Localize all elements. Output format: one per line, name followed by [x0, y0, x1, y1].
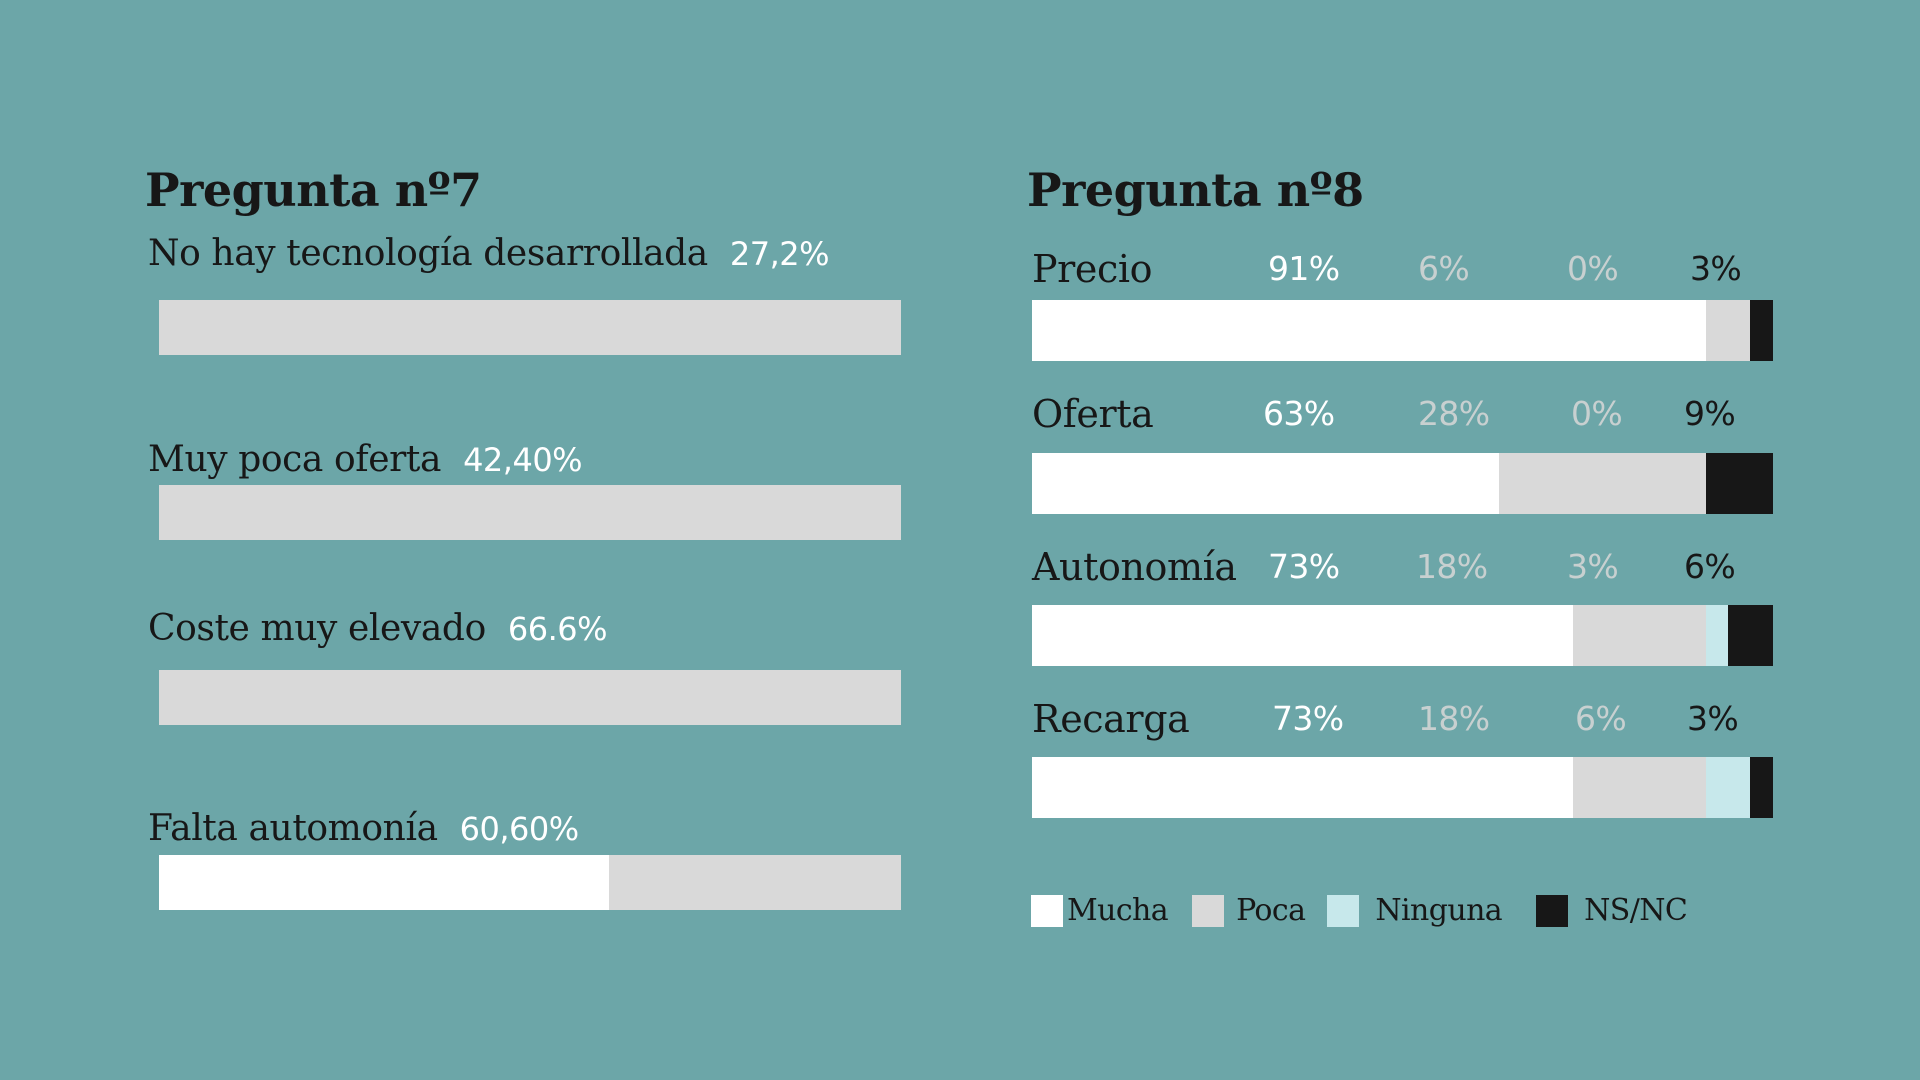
- q8-bar-segment: [1750, 300, 1773, 361]
- q7-bar-track: [159, 670, 901, 725]
- legend-swatch-ninguna: [1327, 894, 1360, 927]
- q7-category-label: Muy poca oferta: [148, 439, 442, 480]
- q7-category-label: Coste muy elevado: [148, 608, 486, 649]
- q7-row-label: No hay tecnología desarrollada 27,2%: [148, 233, 830, 274]
- q8-bar-segment: [1573, 757, 1706, 818]
- q8-legend: Mucha Poca Ninguna NS/NC: [1031, 893, 1707, 928]
- q8-value-label: 3%: [1690, 249, 1742, 288]
- q8-category-label: Precio: [1032, 247, 1153, 291]
- q8-bar-segment: [1032, 300, 1706, 361]
- q8-bar-segment: [1706, 757, 1750, 818]
- q8-value-label: 73%: [1268, 547, 1340, 586]
- q8-bar-segment: [1032, 453, 1499, 514]
- q8-category-label: Oferta: [1032, 392, 1154, 436]
- legend-label-mucha: Mucha: [1067, 893, 1169, 928]
- q7-row-label: Falta automonía 60,60%: [148, 808, 579, 849]
- legend-label-poca: Poca: [1236, 893, 1306, 928]
- q7-value-label: 60,60%: [459, 810, 580, 848]
- q8-value-label: 91%: [1268, 249, 1340, 288]
- q7-bar-track: [159, 485, 901, 540]
- q7-bar: [159, 485, 474, 540]
- q7-row-label: Coste muy elevado 66.6%: [148, 608, 608, 649]
- legend-item-nsnc: NS/NC: [1536, 893, 1688, 928]
- legend-item-ninguna: Ninguna: [1327, 893, 1503, 928]
- q7-value-label: 27,2%: [729, 235, 830, 273]
- q8-bar-segment: [1032, 605, 1573, 666]
- q8-category-label: Recarga: [1032, 697, 1190, 741]
- q8-value-label: 73%: [1272, 699, 1344, 738]
- q8-value-label: 63%: [1263, 394, 1335, 433]
- legend-item-poca: Poca: [1192, 893, 1306, 928]
- q7-row-label: Muy poca oferta 42,40%: [148, 439, 583, 480]
- q7-bar: [159, 855, 609, 910]
- legend-item-mucha: Mucha: [1031, 893, 1169, 928]
- q8-stacked-bar: [1032, 605, 1773, 666]
- q8-stacked-bar: [1032, 300, 1773, 361]
- q7-value-label: 42,40%: [463, 441, 583, 479]
- q8-value-label: 18%: [1416, 547, 1488, 586]
- q7-bar: [159, 670, 653, 725]
- q8-value-label: 0%: [1571, 394, 1623, 433]
- q8-value-label: 6%: [1418, 249, 1470, 288]
- legend-swatch-mucha: [1031, 894, 1063, 927]
- q8-stacked-bar: [1032, 757, 1773, 818]
- q8-value-label: 6%: [1575, 699, 1627, 738]
- q7-category-label: No hay tecnología desarrollada: [148, 233, 708, 274]
- legend-swatch-poca: [1192, 894, 1225, 927]
- q8-category-label: Autonomía: [1032, 545, 1237, 589]
- q8-value-label: 28%: [1418, 394, 1490, 433]
- legend-label-nsnc: NS/NC: [1584, 893, 1688, 928]
- q8-bar-segment: [1706, 605, 1728, 666]
- q8-bar-segment: [1573, 605, 1706, 666]
- q7-title: Pregunta nº7: [145, 163, 482, 217]
- q8-value-label: 3%: [1567, 547, 1619, 586]
- q7-bar-track: [159, 300, 901, 355]
- q8-value-label: 6%: [1684, 547, 1736, 586]
- q8-bar-segment: [1706, 300, 1750, 361]
- q8-bar-segment: [1706, 453, 1773, 514]
- q7-bar: [159, 300, 361, 355]
- q7-value-label: 66.6%: [507, 610, 608, 648]
- q8-bar-segment: [1728, 605, 1773, 666]
- q8-bar-segment: [1032, 757, 1573, 818]
- q8-bar-segment: [1750, 757, 1773, 818]
- q7-bar-track: [159, 855, 901, 910]
- q8-title: Pregunta nº8: [1027, 163, 1364, 217]
- q8-value-label: 0%: [1567, 249, 1619, 288]
- q8-stacked-bar: [1032, 453, 1773, 514]
- legend-label-ninguna: Ninguna: [1375, 893, 1503, 928]
- q7-category-label: Falta automonía: [148, 808, 438, 849]
- q8-value-label: 9%: [1684, 394, 1736, 433]
- q8-bar-segment: [1499, 453, 1706, 514]
- legend-swatch-nsnc: [1536, 894, 1569, 927]
- q8-value-label: 3%: [1687, 699, 1739, 738]
- q8-value-label: 18%: [1418, 699, 1490, 738]
